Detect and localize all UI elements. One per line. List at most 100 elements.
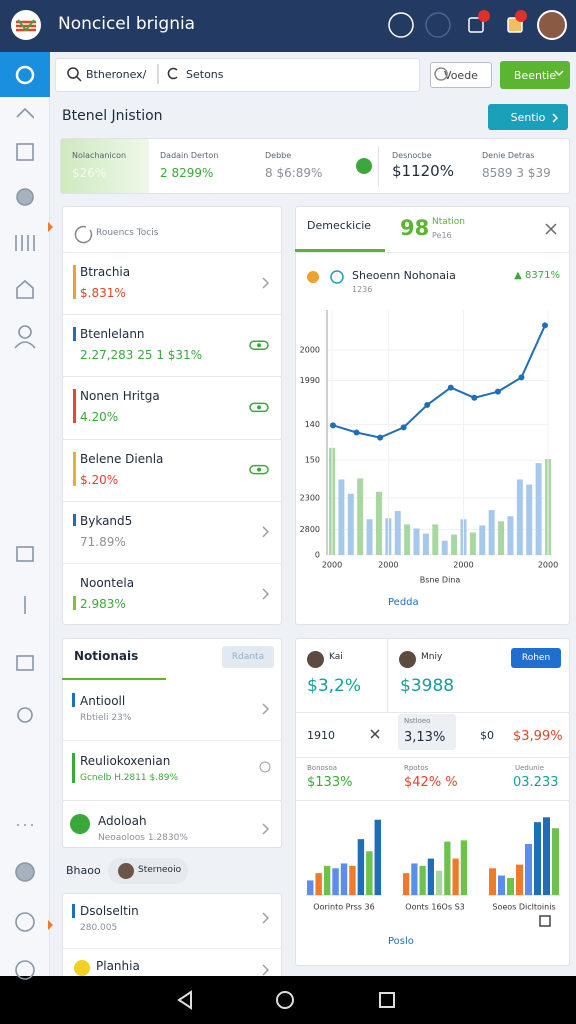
notifications-button[interactable]: Rdanta [222, 646, 274, 668]
row-divider [62, 800, 282, 801]
row-value: 71.89% [80, 534, 126, 549]
notifications-underline [62, 678, 166, 680]
row-divider [62, 314, 282, 316]
chart-subtitle: 1236 [352, 285, 373, 294]
row-divider [62, 740, 282, 741]
tab-border [295, 252, 570, 253]
person-value: $3988 [400, 676, 455, 696]
tab-metric: 98 [400, 216, 430, 240]
person-name: Kai [329, 652, 343, 662]
tab-active[interactable]: Demeckicie [307, 219, 372, 232]
box-value: 3,13% [404, 730, 446, 745]
sidebar [0, 52, 50, 976]
summary-row-border [295, 757, 570, 758]
box-label: Nstloeo [404, 717, 431, 725]
person-value: $3,2% [307, 676, 362, 696]
row-accent [73, 389, 76, 424]
metric-label: Bonosoa [307, 764, 338, 772]
row-title: Antiooll [80, 694, 126, 708]
chart-change: ▲ 8371% [514, 270, 560, 281]
primary-button[interactable]: Beentie [500, 61, 570, 89]
stat-value: $26% [72, 166, 107, 180]
row-accent [72, 753, 75, 783]
row-value: 2.27,283 25 1 $31% [80, 348, 203, 363]
stat-value: 8 $6:89% [265, 166, 323, 180]
row-accent [73, 596, 76, 610]
row-amount: $0 [480, 729, 494, 742]
chip-avatar [118, 863, 134, 879]
summary-row-border [295, 712, 570, 713]
metric-label: Rpotos [404, 764, 429, 772]
row-title: Dsolseltin [80, 904, 139, 918]
stat-label: Dadain Derton [160, 151, 219, 160]
system-nav-bar [0, 976, 576, 1024]
row-change: $3,99% [513, 729, 563, 744]
row-divider [62, 438, 282, 440]
row-detail: Neoaoloos 1.2830% [98, 833, 188, 843]
avatar [399, 651, 416, 668]
row-accent [73, 265, 76, 299]
chip-text: Sterneoio [138, 865, 182, 875]
search-box[interactable] [55, 58, 420, 92]
section-label: Bhaoo [66, 864, 101, 877]
stat-label: Debbe [265, 151, 292, 160]
row-accent [73, 327, 76, 342]
tab-metric-label: Ntation [432, 217, 466, 227]
row-title: Btrachia [80, 265, 131, 279]
list-card-title: Rouencs Tocis [96, 228, 159, 238]
row-title: Noontela [80, 576, 135, 590]
row-label: 1910 [307, 729, 335, 742]
page-heading: Btenel Jnistion [62, 108, 163, 124]
row-value: $.20% [80, 472, 119, 487]
row-divider [62, 376, 282, 378]
stat-value: 8589 3 $39 [482, 166, 551, 180]
secondary-button[interactable]: Voede [430, 62, 492, 88]
row-title: Reuliokoxenian [80, 754, 171, 768]
stat-label: Denie Detras [482, 151, 535, 160]
stat-box [398, 714, 456, 750]
summary-row-border [295, 800, 570, 801]
notifications-title: Notionais [74, 649, 139, 663]
row-detail: Gcnelb H.2811 $.89% [80, 773, 179, 783]
row-accent [72, 904, 75, 918]
row-accent [73, 451, 76, 486]
stats-highlight [61, 139, 149, 193]
stat-label: Nolachanicon [72, 151, 127, 160]
stat-value: $1120% [392, 162, 454, 180]
row-divider [62, 948, 282, 949]
list-card-header-border [62, 252, 282, 253]
metric-label: Uedunie [515, 764, 544, 772]
row-title: Btenlelann [80, 327, 145, 342]
summary-button[interactable]: Rohen [511, 648, 561, 668]
row-title: Belene Dienla [80, 451, 164, 466]
row-value: $.831% [80, 286, 126, 300]
sidebar-active[interactable] [0, 52, 50, 97]
row-title: Planhia [96, 959, 140, 973]
row-value: 2.983% [80, 597, 126, 611]
metric-value: $133% [307, 775, 353, 790]
row-title: Nonen Hritga [80, 389, 160, 404]
row-title: Bykand5 [80, 513, 133, 528]
filter-text[interactable]: Setons [186, 68, 224, 81]
person-name: Mniy [421, 652, 443, 662]
tab-underline [295, 249, 385, 252]
action-button[interactable]: Sentio [488, 104, 568, 130]
metric-value: 03.233 [513, 775, 559, 790]
row-detail: 280.005 [80, 923, 118, 933]
row-value: 4.20% [80, 410, 119, 425]
search-text: Btheronex/ [86, 68, 147, 81]
chart-title: Sheoenn Nohonaia [352, 269, 456, 282]
summary-card [295, 638, 570, 966]
avatar [307, 651, 324, 668]
summary-link[interactable]: Poslo [388, 936, 414, 947]
stat-label: Desnocbe [392, 151, 432, 160]
stat-value: 2 8299% [160, 166, 214, 180]
row-accent [72, 693, 75, 707]
notifications-card [62, 638, 282, 848]
row-divider [62, 500, 282, 502]
chart-link[interactable]: Pedda [388, 597, 419, 608]
app-title: Noncicel brignia [58, 14, 196, 34]
metric-value: $42% % [404, 775, 458, 790]
row-detail: Rbtieli 23% [80, 713, 132, 723]
